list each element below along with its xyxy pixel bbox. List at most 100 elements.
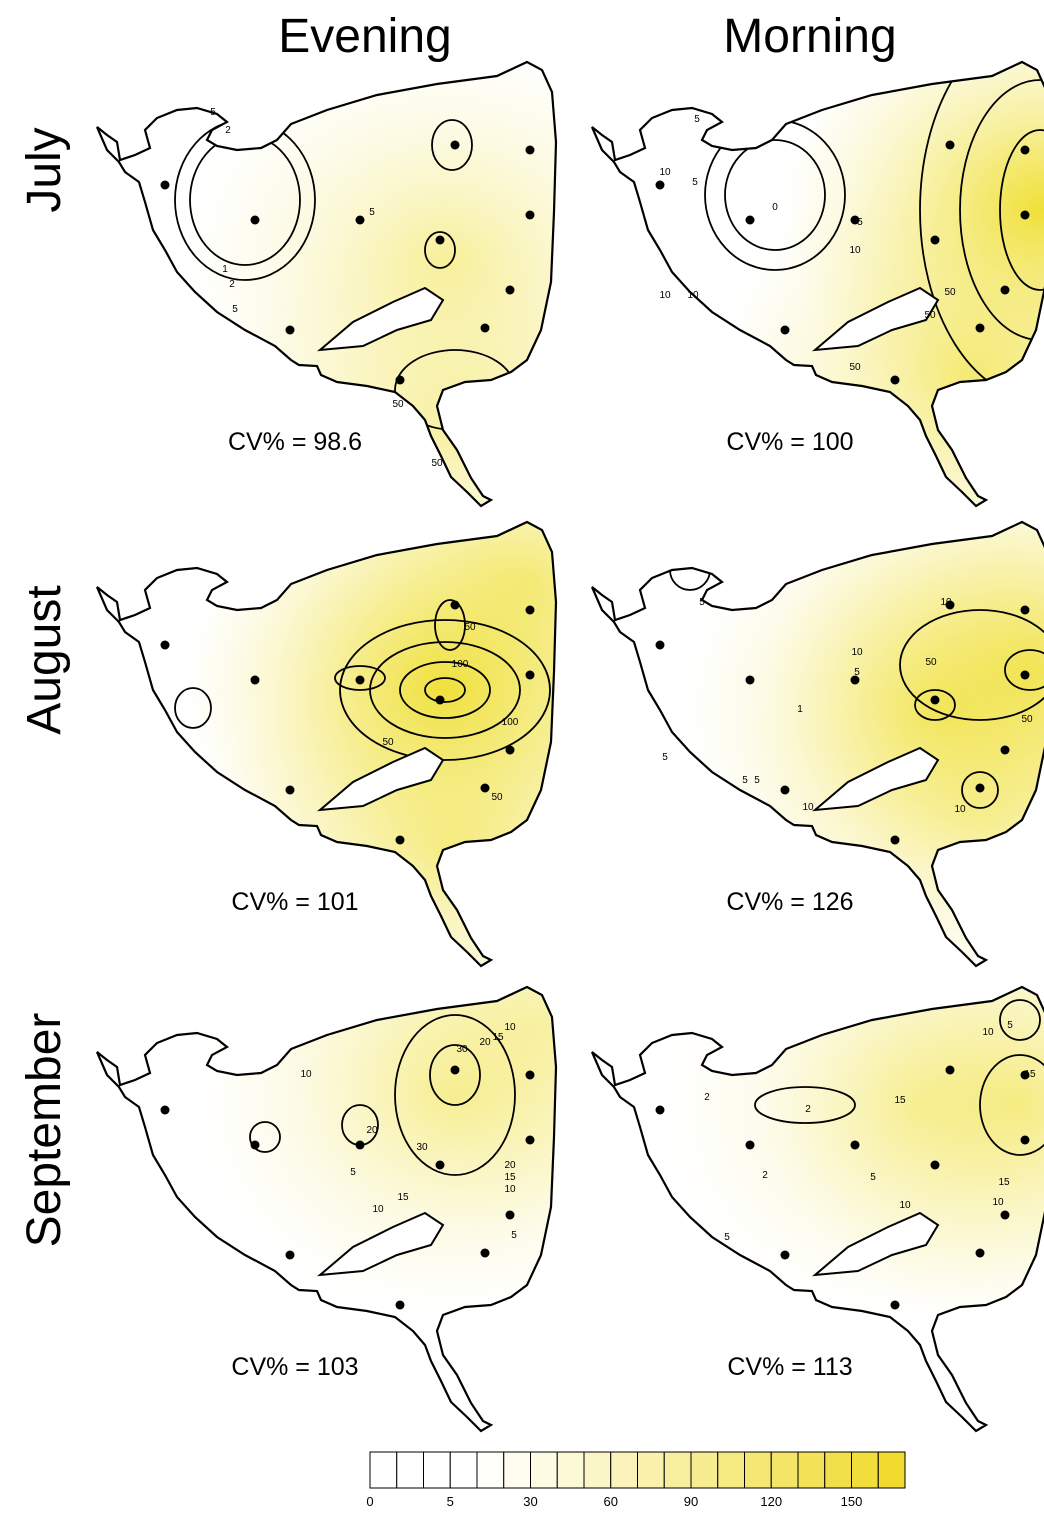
station <box>286 786 295 795</box>
station <box>436 1161 445 1170</box>
station <box>891 1301 900 1310</box>
contour-label: 10 <box>940 597 952 608</box>
station <box>1001 286 1010 295</box>
contour-label: 0 <box>772 202 778 213</box>
legend-swatch <box>397 1452 424 1488</box>
station <box>1001 746 1010 755</box>
heat-area <box>195 630 715 1070</box>
legend-swatch <box>477 1452 504 1488</box>
station <box>161 1106 170 1115</box>
contour-label: 15 <box>1024 1069 1036 1080</box>
legend-tick-label: 5 <box>447 1494 454 1509</box>
station <box>976 324 985 333</box>
contour-label: 2 <box>762 1170 768 1181</box>
station <box>781 786 790 795</box>
station <box>396 836 405 845</box>
station <box>976 1249 985 1258</box>
legend-tick-label: 150 <box>841 1494 863 1509</box>
contour-label: 10 <box>899 1200 911 1211</box>
contour-label: 15 <box>504 1172 516 1183</box>
contour-label: 1 <box>797 704 803 715</box>
station <box>526 606 535 615</box>
contour-label: 15 <box>397 1192 409 1203</box>
station <box>656 1106 665 1115</box>
contour-label: 50 <box>491 792 503 803</box>
legend-swatch <box>878 1452 905 1488</box>
contour-label: 100 <box>452 659 469 670</box>
contour-label: 5 <box>854 667 860 678</box>
contour-label: 50 <box>944 287 956 298</box>
legend-swatch <box>611 1452 638 1488</box>
legend-tick-label: 60 <box>604 1494 618 1509</box>
contour-label: 2 <box>225 125 231 136</box>
contour-label: 50 <box>464 622 476 633</box>
cv-label: CV% = 100 <box>726 428 853 456</box>
contour-label: 50 <box>925 657 937 668</box>
station <box>251 1141 260 1150</box>
cv-label: CV% = 113 <box>727 1353 852 1381</box>
station <box>931 696 940 705</box>
contour-label: 10 <box>687 290 699 301</box>
station <box>891 376 900 385</box>
contour-label: 2 <box>704 1092 710 1103</box>
column-header: Morning <box>723 10 896 63</box>
legend-swatch <box>852 1452 879 1488</box>
contour-label: 30 <box>416 1142 428 1153</box>
station <box>1001 1211 1010 1220</box>
contour-label: 10 <box>982 1027 994 1038</box>
contour-label: 5 <box>692 177 698 188</box>
station <box>976 784 985 793</box>
station <box>506 746 515 755</box>
station <box>781 326 790 335</box>
station <box>746 676 755 685</box>
contour-label: 50 <box>1021 714 1033 725</box>
station <box>356 676 365 685</box>
station <box>356 216 365 225</box>
station <box>946 1066 955 1075</box>
contour-label: 20 <box>479 1037 491 1048</box>
station <box>481 1249 490 1258</box>
station <box>1021 606 1030 615</box>
station <box>396 376 405 385</box>
contour-label: 10 <box>659 290 671 301</box>
contour-label: 10 <box>954 804 966 815</box>
station <box>356 1141 365 1150</box>
cv-label: CV% = 126 <box>726 888 853 916</box>
contour-label: 15 <box>492 1032 504 1043</box>
station <box>931 236 940 245</box>
station <box>286 326 295 335</box>
station <box>526 1071 535 1080</box>
contour-label: 5 <box>870 1172 876 1183</box>
contour-label: 15 <box>894 1095 906 1106</box>
contour-label: 5 <box>754 775 760 786</box>
contour-label: 10 <box>802 802 814 813</box>
map-panel: 510505101010505050CV% = 100 <box>592 0 1044 600</box>
legend-swatch <box>531 1452 558 1488</box>
contour-label: 5 <box>699 597 705 608</box>
legend-swatch <box>638 1452 665 1488</box>
row-header: July <box>18 127 71 212</box>
legend-swatch <box>691 1452 718 1488</box>
station <box>746 1141 755 1150</box>
legend-tick-label: 30 <box>523 1494 537 1509</box>
legend-tick-label: 90 <box>684 1494 698 1509</box>
station <box>286 1251 295 1260</box>
legend-swatch <box>825 1452 852 1488</box>
contour-label: 5 <box>742 775 748 786</box>
column-header: Evening <box>278 10 451 63</box>
station <box>481 784 490 793</box>
station <box>161 181 170 190</box>
contour-label: 50 <box>924 310 936 321</box>
row-header: September <box>18 1013 71 1248</box>
legend-swatch <box>584 1452 611 1488</box>
station <box>451 1066 460 1075</box>
legend-swatch <box>504 1452 531 1488</box>
station <box>931 1161 940 1170</box>
station <box>946 141 955 150</box>
legend-tick-label: 120 <box>760 1494 782 1509</box>
contour-label: 30 <box>456 1044 468 1055</box>
contour-label: 2 <box>229 279 235 290</box>
cv-label: CV% = 101 <box>231 888 358 916</box>
row-header: August <box>18 585 71 734</box>
